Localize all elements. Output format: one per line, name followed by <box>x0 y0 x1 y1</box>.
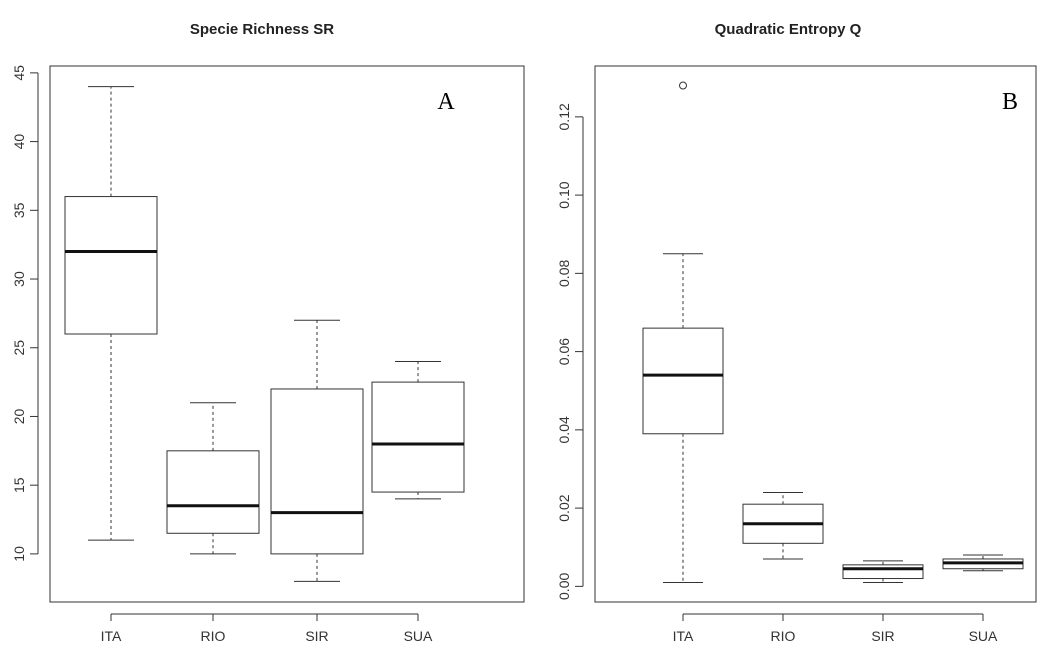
x-tick-label: SUA <box>969 628 998 644</box>
iqr-box <box>270 388 364 555</box>
box-sua <box>371 360 465 500</box>
box-ita <box>64 86 158 541</box>
chart-title: Quadratic Entropy Q <box>715 21 862 38</box>
boxes <box>64 86 465 582</box>
plot-frame <box>49 65 525 603</box>
box-ita <box>642 81 724 583</box>
panel-species-richness: Specie Richness SR A 10 15 20 25 30 35 40 45 IT… <box>11 21 525 644</box>
x-tick-label: ITA <box>101 628 122 644</box>
boxes <box>642 81 1024 583</box>
y-tick-label: 0.04 <box>556 416 572 443</box>
y-tick-label: 0.08 <box>556 260 572 287</box>
iqr-box <box>64 196 158 335</box>
box-sir <box>270 319 364 582</box>
x-tick-label: SIR <box>305 628 328 644</box>
box-sir <box>842 560 924 583</box>
panel-quadratic-entropy: Quadratic Entropy Q B 0.000.020.040.060.… <box>556 21 1037 644</box>
outlier-point <box>679 81 687 90</box>
y-tick-label: 10 <box>11 546 27 562</box>
x-axis: ITA RIO SIR SUA <box>673 613 998 644</box>
iqr-box <box>642 327 724 435</box>
box-sua <box>942 554 1024 572</box>
box-rio <box>742 491 824 560</box>
x-tick-label: RIO <box>771 628 796 644</box>
panel-label: A <box>437 89 455 115</box>
y-tick-label: 0.02 <box>556 494 572 521</box>
x-tick-label: ITA <box>673 628 694 644</box>
plot-frame <box>594 65 1037 603</box>
y-tick-label: 35 <box>11 202 27 218</box>
y-tick-label: 0.10 <box>556 181 572 208</box>
y-tick-label: 45 <box>11 65 27 81</box>
x-tick-label: SIR <box>871 628 894 644</box>
y-tick-label: 0.06 <box>556 338 572 365</box>
y-tick-label: 40 <box>11 134 27 150</box>
panel-label: B <box>1002 89 1018 115</box>
y-tick-label: 15 <box>11 477 27 493</box>
y-axis: 10 15 20 25 30 35 40 45 <box>11 65 39 562</box>
chart-title: Specie Richness SR <box>190 21 334 38</box>
iqr-box <box>166 450 260 534</box>
y-axis: 0.00 0.02 0.04 0.06 0.08 0.10 0.12 <box>556 103 584 600</box>
y-tick-label: 20 <box>11 408 27 424</box>
iqr-box <box>371 381 465 493</box>
x-tick-label: SUA <box>404 628 433 644</box>
y-tick-label: 0.00 <box>556 573 572 600</box>
box-rio <box>166 402 260 555</box>
x-tick-label: RIO <box>201 628 226 644</box>
y-tick-label: 25 <box>11 340 27 356</box>
y-tick-label: 30 <box>11 271 27 287</box>
y-tick-label: 0.12 <box>556 103 572 130</box>
x-axis: ITA RIO SIR SUA <box>101 613 433 644</box>
iqr-box <box>842 564 924 580</box>
